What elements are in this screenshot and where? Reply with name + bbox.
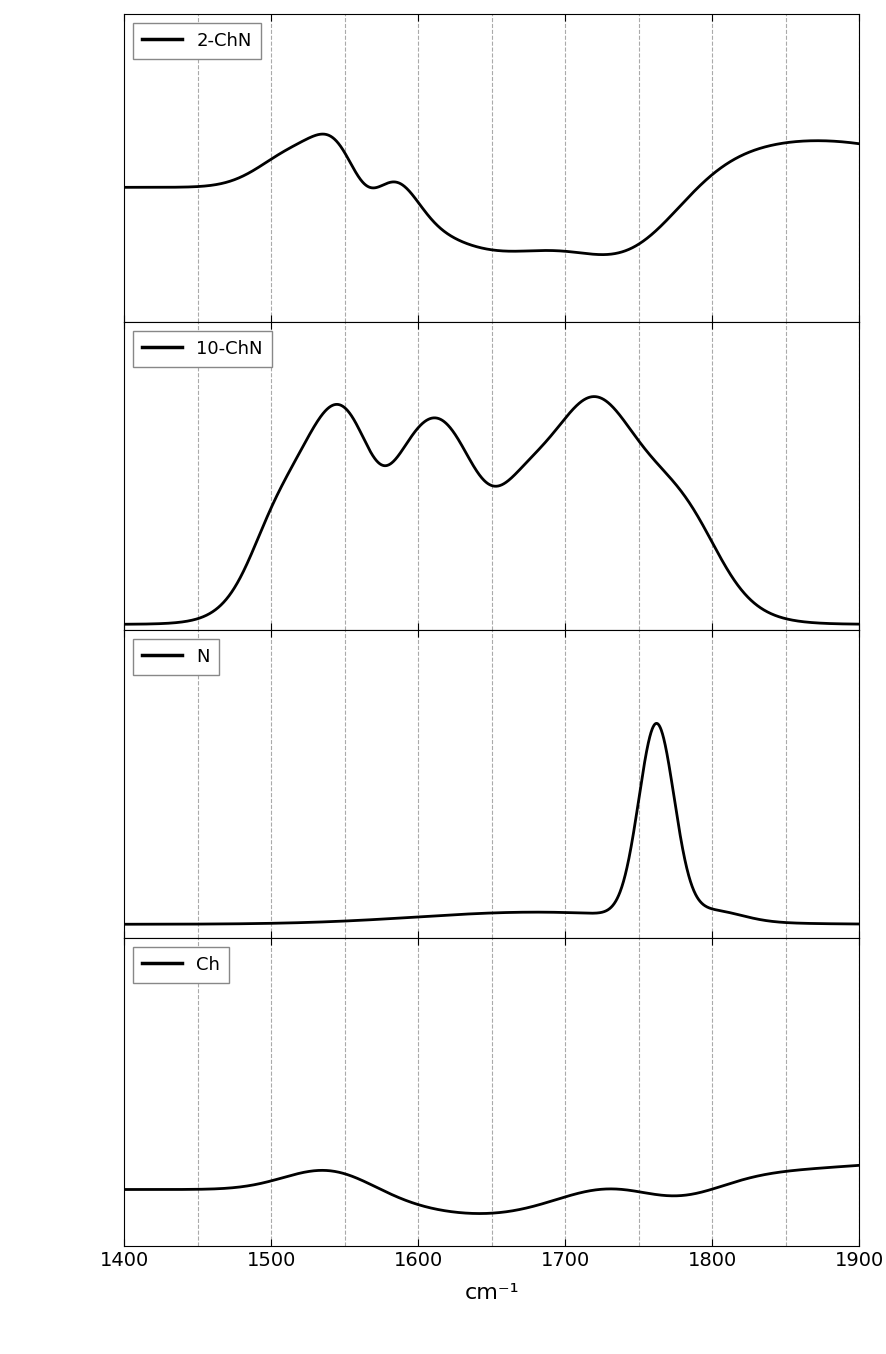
Legend: 10-ChN: 10-ChN xyxy=(133,330,272,367)
Y-axis label: Ch: Ch xyxy=(0,1079,10,1105)
Legend: Ch: Ch xyxy=(133,946,229,983)
Y-axis label: 10-ChN: 10-ChN xyxy=(0,440,10,512)
X-axis label: cm⁻¹: cm⁻¹ xyxy=(464,1284,519,1304)
Y-axis label: 2-ChN: 2-ChN xyxy=(0,138,10,198)
Y-axis label: N: N xyxy=(0,776,10,791)
Legend: N: N xyxy=(133,639,219,674)
Legend: 2-ChN: 2-ChN xyxy=(133,23,260,58)
